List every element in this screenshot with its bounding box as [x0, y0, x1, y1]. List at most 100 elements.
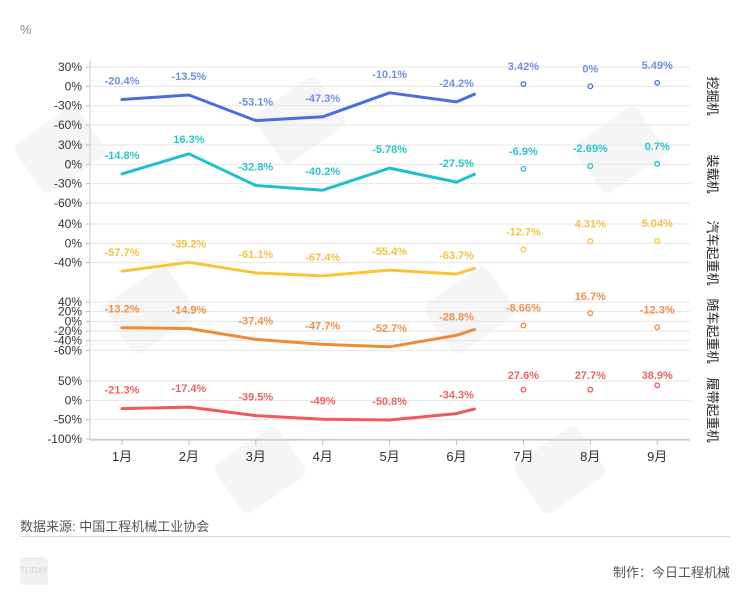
- data-label: 0%: [582, 63, 598, 75]
- data-label: -5.78%: [372, 144, 407, 156]
- data-point: [587, 163, 594, 170]
- data-label: -39.5%: [238, 392, 273, 404]
- x-tick-label: 2月: [179, 449, 199, 464]
- data-label: -49%: [310, 395, 336, 407]
- y-tick-label: -40%: [54, 334, 82, 348]
- y-tick-label: 0%: [65, 79, 83, 93]
- series-line-4: [120, 405, 476, 422]
- data-label: -63.7%: [439, 250, 474, 262]
- y-tick-label: -30%: [54, 177, 82, 191]
- y-tick-label: -100%: [47, 432, 82, 446]
- series-name-0: 挖掘机: [705, 76, 720, 115]
- y-tick-label: 40%: [58, 295, 82, 309]
- data-label: -2.69%: [573, 143, 608, 155]
- data-point: [654, 160, 661, 167]
- data-label: -53.1%: [238, 97, 273, 109]
- data-source: 数据来源: 中国工程机械工业协会: [20, 519, 210, 534]
- data-label: -12.3%: [640, 304, 675, 316]
- series-name-1: 装载机: [705, 154, 720, 193]
- data-label: -20.4%: [105, 75, 140, 87]
- footer-divider: [20, 536, 730, 537]
- watermark-shape: [424, 266, 516, 354]
- y-tick-label: 0%: [65, 393, 83, 407]
- watermark-icon: [254, 76, 346, 164]
- data-label: -50.8%: [372, 396, 407, 408]
- data-point: [587, 310, 594, 317]
- data-label: -12.7%: [506, 226, 541, 238]
- unit-label: %: [20, 22, 32, 37]
- data-label: 0.7%: [645, 141, 670, 153]
- y-tick-label: 0%: [65, 314, 83, 328]
- data-point: [520, 165, 527, 172]
- data-point: [654, 237, 661, 244]
- y-tick-label: 30%: [58, 60, 82, 74]
- data-label: -21.3%: [105, 385, 140, 397]
- data-label: -52.7%: [372, 323, 407, 335]
- data-label: -61.1%: [238, 249, 273, 261]
- watermark-icon: [424, 266, 516, 354]
- data-point: [587, 238, 594, 245]
- data-label: 5.49%: [642, 60, 673, 72]
- watermark-shape: [574, 106, 666, 194]
- x-tick-label: 1月: [112, 449, 132, 464]
- data-point: [520, 386, 527, 393]
- data-label: -17.4%: [171, 383, 206, 395]
- y-tick-label: 40%: [58, 217, 82, 231]
- data-label: 16.3%: [173, 134, 204, 146]
- data-point: [520, 246, 527, 253]
- watermark-shape: [214, 426, 306, 514]
- series-name-2: 汽车起重机: [705, 220, 720, 285]
- data-label: -14.9%: [171, 305, 206, 317]
- x-tick-label: 9月: [647, 449, 667, 464]
- data-label: -55.4%: [372, 246, 407, 258]
- data-label: -47.3%: [305, 93, 340, 105]
- data-point: [587, 386, 594, 393]
- data-point: [520, 322, 527, 329]
- watermark-icon: [104, 266, 196, 354]
- x-tick-label: 3月: [246, 449, 266, 464]
- y-tick-label: 0%: [65, 157, 83, 171]
- data-label: -40.2%: [305, 166, 340, 178]
- y-tick-label: -50%: [54, 413, 82, 427]
- data-label: -27.5%: [439, 158, 474, 170]
- data-label: -67.4%: [305, 252, 340, 264]
- data-label: -6.9%: [509, 146, 538, 158]
- data-label: -39.2%: [171, 238, 206, 250]
- data-label: -47.7%: [305, 320, 340, 332]
- y-tick-label: -60%: [54, 196, 82, 210]
- y-tick-label: -20%: [54, 324, 82, 338]
- data-label: -24.2%: [439, 78, 474, 90]
- series-line-1: [120, 152, 476, 192]
- data-label: -34.3%: [439, 390, 474, 402]
- data-label: -13.5%: [171, 71, 206, 83]
- data-point: [587, 83, 594, 90]
- watermark-icon: [214, 426, 306, 514]
- y-tick-label: -60%: [54, 343, 82, 357]
- data-label: 5.04%: [642, 218, 673, 230]
- data-label: -14.8%: [105, 150, 140, 162]
- series-name-3: 随车起重机: [705, 298, 720, 363]
- data-label: -13.2%: [105, 304, 140, 316]
- y-tick-label: 20%: [58, 305, 82, 319]
- x-tick-label: 8月: [580, 449, 600, 464]
- series-line-0: [120, 91, 476, 123]
- data-point: [654, 79, 661, 86]
- data-label: 27.7%: [575, 370, 606, 382]
- x-tick-label: 4月: [313, 449, 333, 464]
- credit-text: 制作：今日工程机械: [612, 565, 730, 580]
- watermark-icon: [574, 106, 666, 194]
- x-tick-label: 6月: [446, 449, 466, 464]
- data-label: 4.31%: [575, 218, 606, 230]
- data-label: -8.66%: [506, 303, 541, 315]
- watermark-shape: [14, 106, 106, 194]
- data-point: [520, 81, 527, 88]
- data-label: -10.1%: [372, 69, 407, 81]
- watermark-shape: [514, 426, 606, 514]
- y-tick-label: 0%: [65, 236, 83, 250]
- y-tick-label: -40%: [54, 256, 82, 270]
- data-point: [654, 382, 661, 389]
- data-label: 16.7%: [575, 291, 606, 303]
- watermark-icon: [514, 426, 606, 514]
